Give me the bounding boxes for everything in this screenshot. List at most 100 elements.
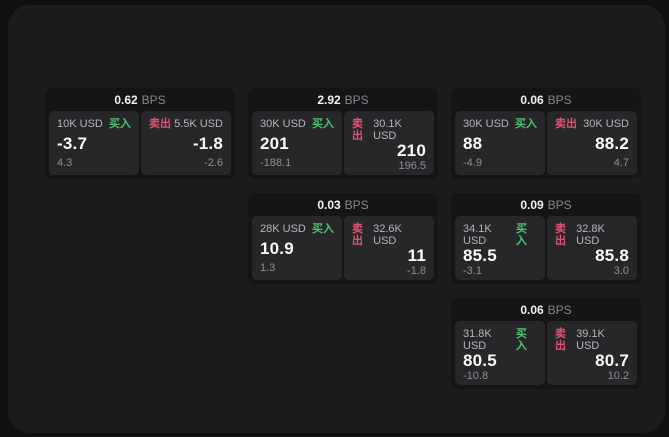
buy-change: -3.1 xyxy=(463,265,482,277)
sell-side-label: 卖出 xyxy=(555,328,566,352)
sell-amount: 32.6K USD xyxy=(373,223,402,247)
sell-pane[interactable]: 卖出 30K USD 88.2 4.7 xyxy=(547,111,637,175)
sell-pane-top: 卖出 32.6K USD xyxy=(352,223,426,247)
sell-amount: 39.1K USD xyxy=(576,328,605,352)
sell-pane[interactable]: 卖出 32.6K USD 11 -1.8 xyxy=(344,216,434,280)
sell-change: -1.8 xyxy=(407,265,426,277)
buy-price: 80.5 xyxy=(463,351,497,370)
bps-value: 0.62 xyxy=(114,92,138,107)
quote-card: 0.09 BPS 34.1K USD 买入 85.5 -3.1 卖出 32.8K… xyxy=(451,193,641,284)
sell-change: 4.7 xyxy=(613,157,629,169)
bps-value: 2.92 xyxy=(317,92,341,107)
card-header: 0.62 BPS xyxy=(49,88,231,111)
buy-side-label: 买入 xyxy=(515,223,527,247)
buy-pane[interactable]: 30K USD 买入 201 -188.1 xyxy=(252,111,342,175)
sell-side-label: 卖出 xyxy=(352,118,363,142)
buy-pane[interactable]: 10K USD 买入 -3.7 4.3 xyxy=(49,111,139,175)
buy-amount: 30K USD xyxy=(260,118,306,130)
quote-panes: 30K USD 买入 88 -4.9 卖出 30K USD 88.2 4.7 xyxy=(455,111,637,175)
sell-price: 210 xyxy=(397,141,426,160)
sell-change: 3.0 xyxy=(613,265,629,277)
bps-unit-label: BPS xyxy=(344,92,369,107)
buy-side-label: 买入 xyxy=(312,223,334,235)
quote-panes: 30K USD 买入 201 -188.1 卖出 30.1K USD 210 1… xyxy=(252,111,434,175)
buy-price: 85.5 xyxy=(463,246,497,265)
sell-pane[interactable]: 卖出 39.1K USD 80.7 10.2 xyxy=(547,321,637,385)
quote-card: 0.03 BPS 28K USD 买入 10.9 1.3 卖出 32.6K US… xyxy=(248,193,438,284)
sell-price: 11 xyxy=(407,246,426,265)
sell-pane[interactable]: 卖出 32.8K USD 85.8 3.0 xyxy=(547,216,637,280)
quote-card: 0.62 BPS 10K USD 买入 -3.7 4.3 卖出 5.5K USD… xyxy=(45,88,235,179)
buy-price: 10.9 xyxy=(260,238,294,258)
sell-side-label: 卖出 xyxy=(555,223,566,247)
buy-change: 1.3 xyxy=(260,262,276,274)
buy-change: -10.8 xyxy=(463,370,489,382)
buy-price: 201 xyxy=(260,133,289,153)
bps-value: 0.09 xyxy=(520,197,544,212)
sell-pane-top: 卖出 30K USD xyxy=(555,118,629,130)
bps-value: 0.03 xyxy=(317,197,341,212)
sell-amount: 30K USD xyxy=(583,118,629,130)
buy-pane[interactable]: 31.8K USD 买入 80.5 -10.8 xyxy=(455,321,545,385)
quote-panes: 10K USD 买入 -3.7 4.3 卖出 5.5K USD -1.8 -2.… xyxy=(49,111,231,175)
card-header: 0.06 BPS xyxy=(455,298,637,321)
sell-change: 196.5 xyxy=(398,160,426,172)
sell-price: 85.8 xyxy=(595,246,629,265)
bps-unit-label: BPS xyxy=(141,92,166,107)
card-header: 0.03 BPS xyxy=(252,193,434,216)
buy-change: 4.3 xyxy=(57,157,73,169)
bps-unit-label: BPS xyxy=(547,302,572,317)
bps-value: 0.06 xyxy=(520,92,544,107)
buy-pane[interactable]: 30K USD 买入 88 -4.9 xyxy=(455,111,545,175)
sell-price: 88.2 xyxy=(595,133,629,153)
quote-panes: 34.1K USD 买入 85.5 -3.1 卖出 32.8K USD 85.8… xyxy=(455,216,637,280)
buy-amount: 30K USD xyxy=(463,118,509,130)
buy-change: -188.1 xyxy=(260,157,292,169)
buy-pane-top: 30K USD 买入 xyxy=(463,118,537,130)
buy-price: 88 xyxy=(463,133,483,153)
sell-change: -2.6 xyxy=(204,157,223,169)
buy-amount: 31.8K USD xyxy=(463,328,492,352)
buy-pane-top: 10K USD 买入 xyxy=(57,118,131,130)
sell-price: -1.8 xyxy=(192,133,223,153)
app-window: 0.62 BPS 10K USD 买入 -3.7 4.3 卖出 5.5K USD… xyxy=(8,5,665,433)
sell-side-label: 卖出 xyxy=(555,118,577,130)
buy-price: -3.7 xyxy=(57,133,88,153)
buy-amount: 34.1K USD xyxy=(463,223,492,247)
sell-amount: 30.1K USD xyxy=(373,118,402,142)
quote-card: 0.06 BPS 31.8K USD 买入 80.5 -10.8 卖出 39.1… xyxy=(451,298,641,389)
sell-pane-top: 卖出 5.5K USD xyxy=(149,118,223,130)
sell-pane[interactable]: 卖出 5.5K USD -1.8 -2.6 xyxy=(141,111,231,175)
buy-side-label: 买入 xyxy=(312,118,334,130)
buy-pane[interactable]: 28K USD 买入 10.9 1.3 xyxy=(252,216,342,280)
card-header: 2.92 BPS xyxy=(252,88,434,111)
buy-amount: 10K USD xyxy=(57,118,103,130)
buy-side-label: 买入 xyxy=(109,118,131,130)
buy-pane-top: 30K USD 买入 xyxy=(260,118,334,130)
sell-pane-top: 卖出 39.1K USD xyxy=(555,328,629,352)
sell-amount: 5.5K USD xyxy=(174,118,223,130)
sell-change: 10.2 xyxy=(607,370,629,382)
card-header: 0.06 BPS xyxy=(455,88,637,111)
sell-side-label: 卖出 xyxy=(352,223,363,247)
bps-unit-label: BPS xyxy=(547,92,572,107)
buy-side-label: 买入 xyxy=(515,118,537,130)
buy-pane[interactable]: 34.1K USD 买入 85.5 -3.1 xyxy=(455,216,545,280)
sell-pane-top: 卖出 32.8K USD xyxy=(555,223,629,247)
bps-unit-label: BPS xyxy=(344,197,369,212)
quote-panes: 31.8K USD 买入 80.5 -10.8 卖出 39.1K USD 80.… xyxy=(455,321,637,385)
card-header: 0.09 BPS xyxy=(455,193,637,216)
buy-pane-top: 34.1K USD 买入 xyxy=(463,223,537,247)
cards-grid: 0.62 BPS 10K USD 买入 -3.7 4.3 卖出 5.5K USD… xyxy=(45,88,641,389)
quote-panes: 28K USD 买入 10.9 1.3 卖出 32.6K USD 11 -1.8 xyxy=(252,216,434,280)
buy-pane-top: 31.8K USD 买入 xyxy=(463,328,537,352)
sell-side-label: 卖出 xyxy=(149,118,171,130)
sell-price: 80.7 xyxy=(595,351,629,370)
buy-side-label: 买入 xyxy=(515,328,527,352)
bps-unit-label: BPS xyxy=(547,197,572,212)
buy-pane-top: 28K USD 买入 xyxy=(260,223,334,235)
sell-amount: 32.8K USD xyxy=(576,223,605,247)
buy-change: -4.9 xyxy=(463,157,482,169)
sell-pane[interactable]: 卖出 30.1K USD 210 196.5 xyxy=(344,111,434,175)
sell-pane-top: 卖出 30.1K USD xyxy=(352,118,426,142)
